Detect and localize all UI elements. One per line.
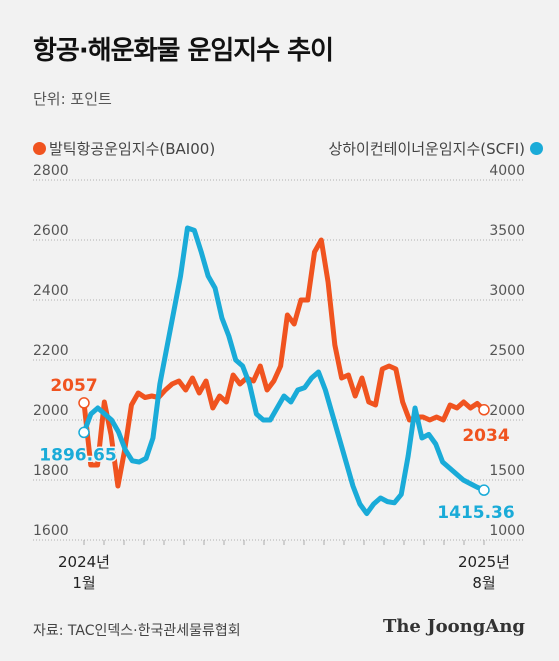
left-tick-label: 2000 — [33, 403, 69, 419]
left-tick-label: 1600 — [33, 523, 69, 539]
left-tick-label: 2400 — [33, 283, 69, 299]
scfi-start-marker — [78, 426, 90, 439]
right-tick-label: 4000 — [489, 163, 525, 179]
unit-label: 단위: 포인트 — [33, 90, 112, 108]
right-tick-label: 1500 — [489, 463, 525, 479]
right-tick-label: 1000 — [489, 523, 525, 539]
bai-end-label: 2034 — [462, 426, 509, 446]
right-tick-label: 2000 — [489, 403, 525, 419]
bai-line — [81, 237, 487, 489]
left-tick-label: 2600 — [33, 223, 69, 239]
scfi-end-marker — [478, 484, 490, 496]
brand-logo: The JoongAng — [382, 616, 525, 637]
right-tick-label: 3000 — [489, 283, 525, 299]
chart-title: 항공·해운화물 운임지수 추이 — [33, 36, 334, 66]
left-tick-label: 1800 — [33, 463, 69, 479]
left-tick-label: 2200 — [33, 343, 69, 359]
source-note: 자료: TAC인덱스·한국관세물류협회 — [33, 623, 241, 639]
legend-scfi: 상하이컨테이너운임지수(SCFI) — [328, 138, 543, 159]
left-tick-label: 2800 — [33, 163, 69, 179]
legend-scfi-label: 상하이컨테이너운임지수(SCFI) — [328, 140, 525, 158]
legend-bai-label: 발틱항공운임지수(BAI00) — [49, 140, 216, 158]
legend-scfi-marker — [530, 142, 543, 155]
legend-bai: 발틱항공운임지수(BAI00) — [33, 138, 215, 159]
right-tick-label: 2500 — [489, 343, 525, 359]
legend-bai-marker — [33, 142, 46, 155]
scfi-start-label: 1896.65 — [39, 445, 116, 465]
x-end-year-label: 2025년 — [458, 553, 510, 571]
x-end-month-label: 8월 — [472, 574, 495, 592]
bai-end-marker — [478, 404, 490, 416]
scfi-line — [81, 225, 487, 517]
right-tick-label: 3500 — [489, 223, 525, 239]
scfi-end-label: 1415.36 — [437, 503, 514, 523]
bai-start-label: 2057 — [50, 376, 97, 396]
x-start-month-label: 1월 — [72, 574, 95, 592]
x-start-year-label: 2024년 — [58, 553, 110, 571]
bai-start-marker — [78, 397, 90, 409]
